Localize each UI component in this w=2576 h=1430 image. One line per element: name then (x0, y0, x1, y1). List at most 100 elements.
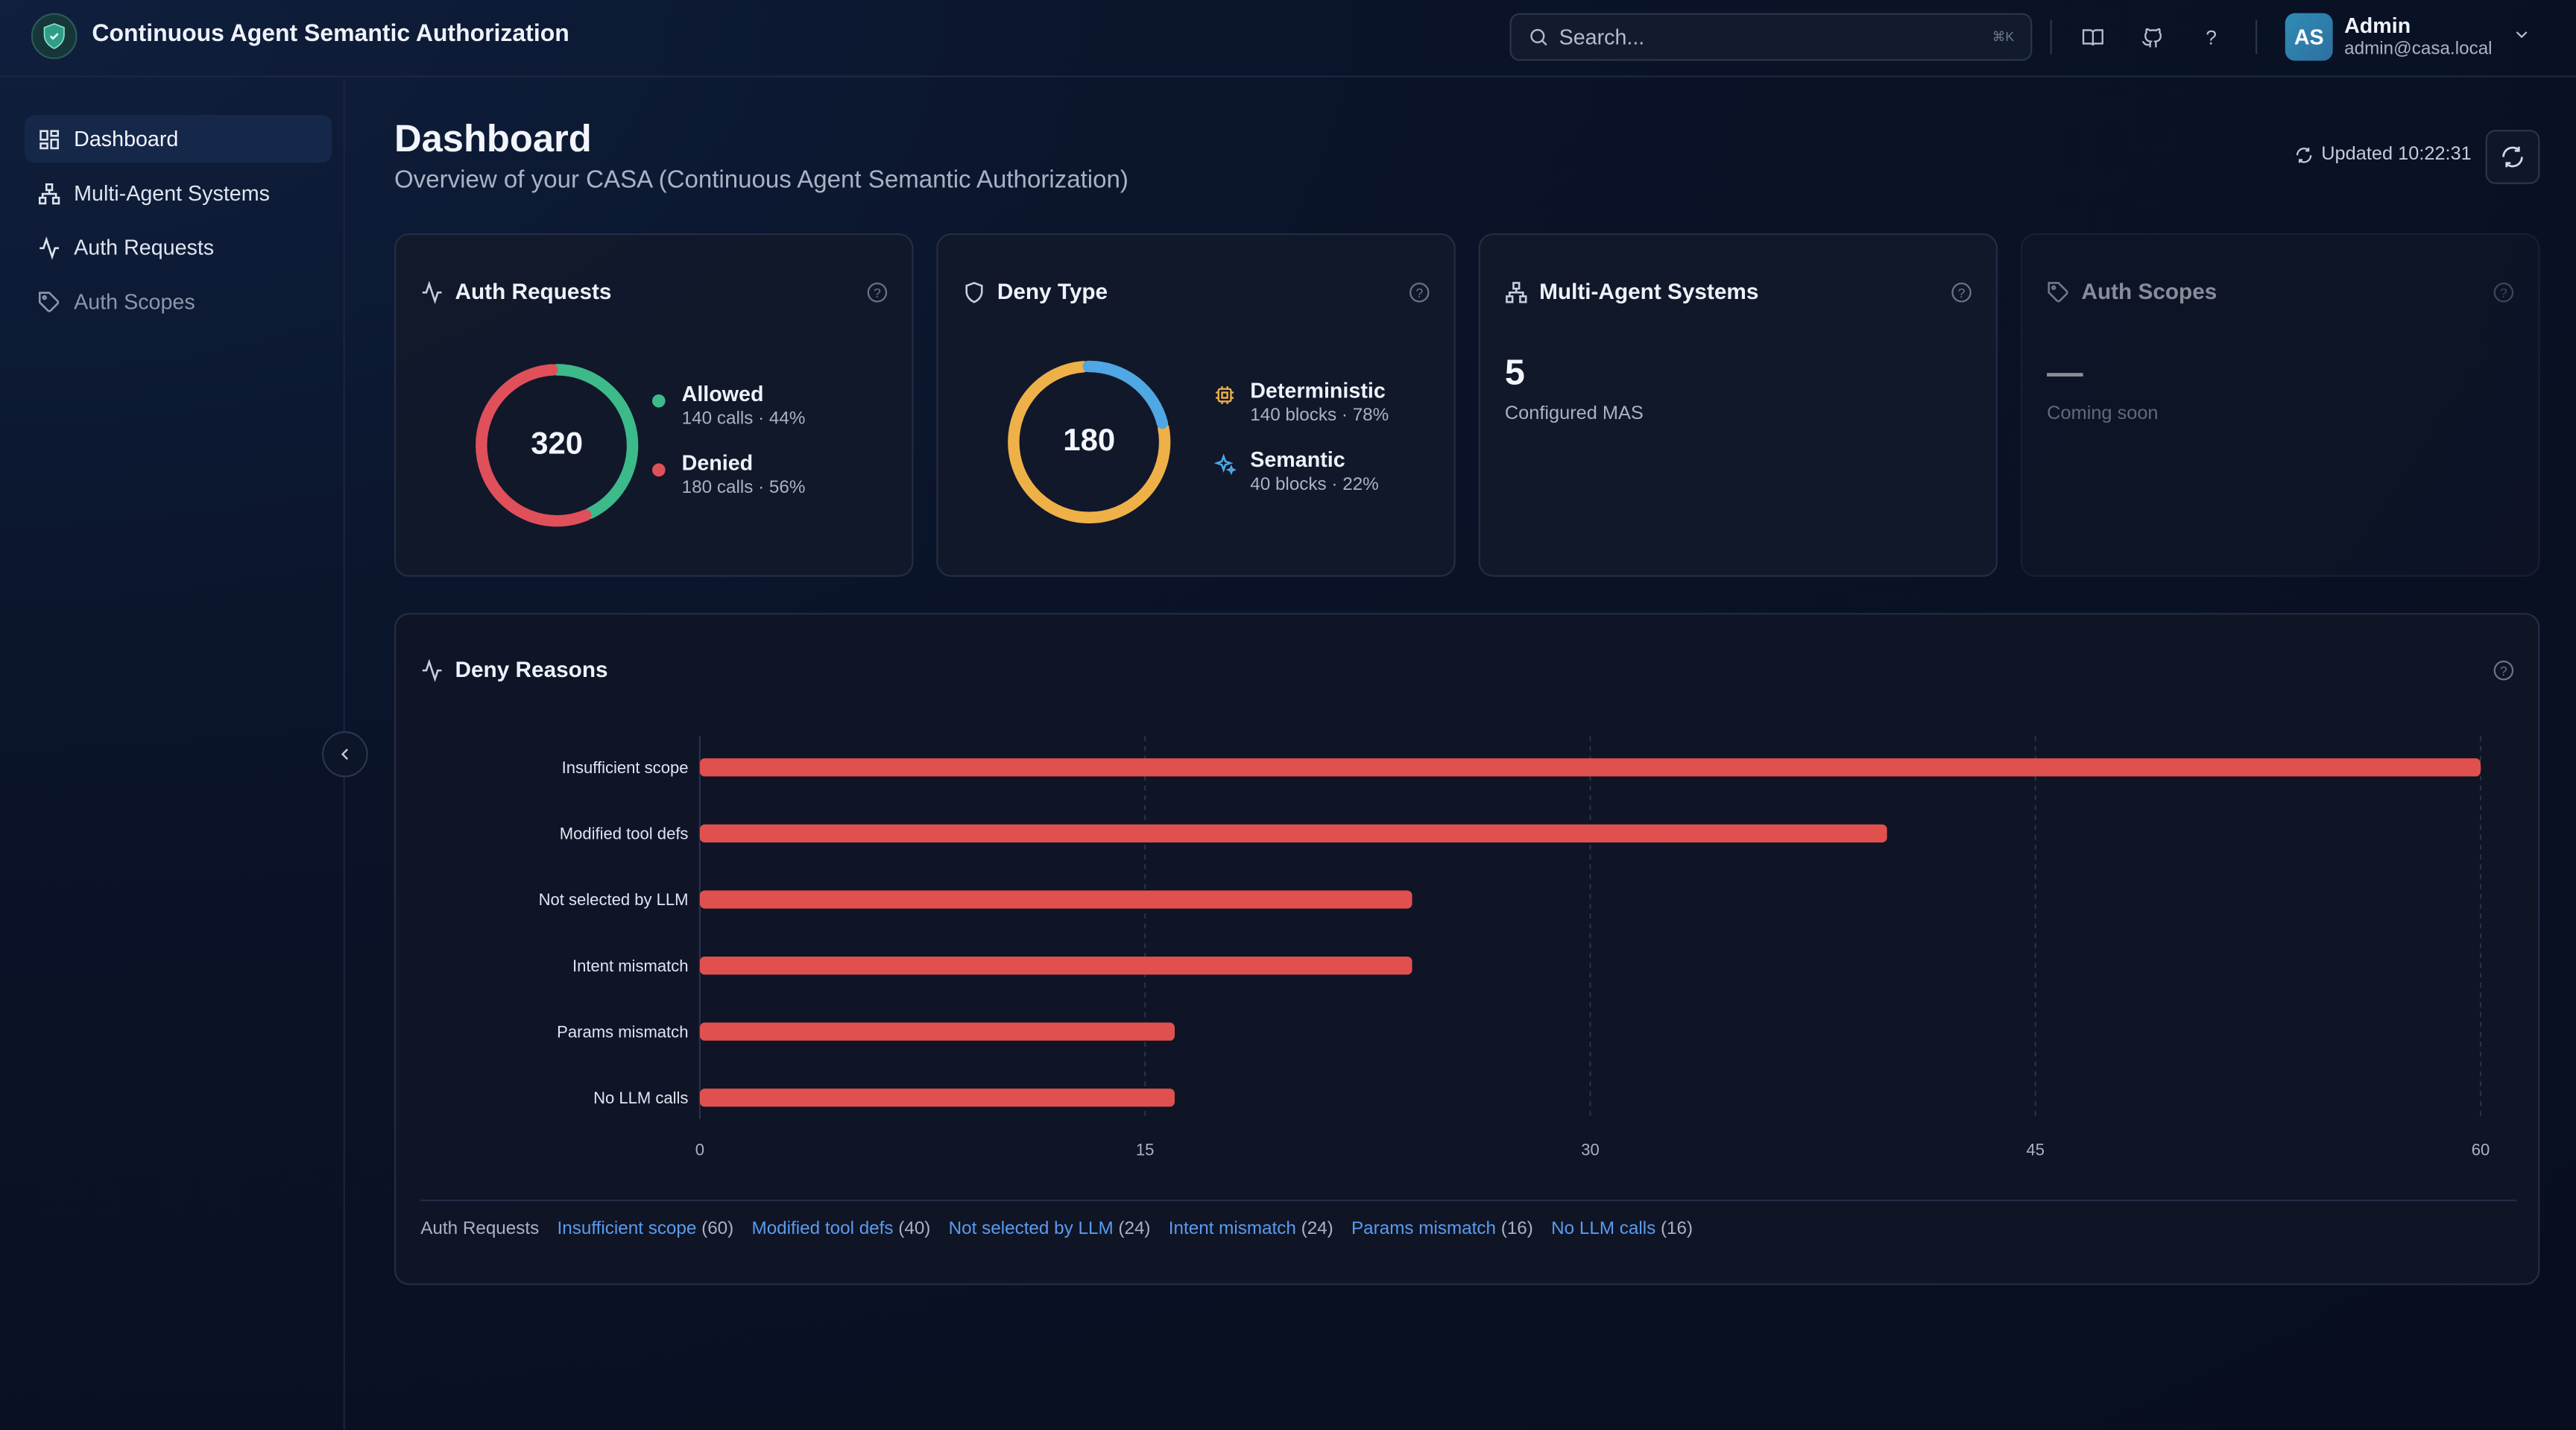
legend-deterministic: Deterministic 140 blocks · 78% (1216, 378, 1389, 426)
allowed-dot (651, 394, 666, 408)
bar[interactable] (699, 824, 1887, 842)
book-icon[interactable] (2075, 19, 2111, 55)
github-icon[interactable] (2134, 19, 2170, 55)
refresh-small-icon (2296, 146, 2312, 163)
x-tick-label: 15 (1136, 1140, 1155, 1159)
deny-type-card: Deny Type ? 180 Deterministic 140 blocks… (936, 233, 1456, 577)
auth-scopes-caption: Coming soon (2047, 404, 2159, 424)
avatar[interactable]: AS (2285, 13, 2333, 61)
y-category-label: Params mismatch (557, 1022, 688, 1041)
collapse-sidebar-button[interactable] (321, 731, 368, 778)
activity-icon (422, 280, 442, 303)
sidebar-item-dashboard[interactable]: Dashboard (25, 115, 332, 163)
updated-text: Updated 10:22:31 (2321, 144, 2472, 165)
x-tick-label: 60 (2472, 1140, 2490, 1159)
sidebar-item-auth-scopes[interactable]: Auth Scopes (25, 277, 332, 325)
chevron-left-icon (341, 749, 349, 760)
sidebar-item-label: Auth Requests (74, 235, 215, 260)
help-circle-icon[interactable]: ? (2493, 283, 2514, 303)
shield-logo-icon (31, 13, 78, 60)
category-count: (24) (1113, 1219, 1151, 1239)
bar[interactable] (699, 758, 2481, 777)
sparkles-icon (1213, 453, 1237, 476)
auth-scopes-value: — (2047, 351, 2083, 393)
footer-category-link[interactable]: Modified tool defs (40) (752, 1219, 931, 1238)
search-input[interactable] (1559, 25, 1970, 50)
mas-count: 5 (1504, 351, 1525, 393)
network-icon (1506, 281, 1527, 303)
updated-timestamp: Updated 10:22:31 (2295, 145, 2472, 164)
deny-reasons-card: Deny Reasons ? 0 15 30 45 60 Insufficient sco… (394, 613, 2540, 1285)
divider (420, 1199, 2517, 1202)
tag-icon (38, 291, 60, 312)
auth-requests-donut (476, 364, 639, 527)
header-divider (2050, 19, 2052, 54)
footer-category-link[interactable]: Not selected by LLM (24) (949, 1219, 1151, 1238)
chart-footer: Auth Requests Insufficient scope (60) Mod… (420, 1219, 1711, 1238)
y-category-label: Modified tool defs (560, 825, 689, 843)
legend-denied: Denied 180 calls · 56% (651, 450, 805, 498)
footer-label: Auth Requests (420, 1219, 540, 1239)
footer-category-link[interactable]: No LLM calls (16) (1551, 1219, 1693, 1238)
category-link[interactable]: Intent mismatch (1168, 1219, 1296, 1239)
bar[interactable] (699, 956, 1412, 975)
category-count: (16) (1655, 1219, 1693, 1239)
sidebar-item-auth-requests[interactable]: Auth Requests (25, 224, 332, 271)
bar[interactable] (699, 890, 1412, 909)
sidebar-item-multi-agent-systems[interactable]: Multi-Agent Systems (25, 169, 332, 217)
donut-total: 180 (1063, 423, 1116, 459)
chevron-down-icon[interactable] (2512, 25, 2531, 44)
help-circle-icon[interactable]: ? (2493, 661, 2514, 681)
x-tick-label: 30 (1581, 1140, 1600, 1159)
help-circle-icon[interactable]: ? (1409, 283, 1430, 303)
footer-category-link[interactable]: Params mismatch (16) (1351, 1219, 1533, 1238)
x-tick-label: 0 (695, 1140, 704, 1159)
sidebar-item-label: Multi-Agent Systems (74, 180, 270, 206)
donut-segment-denied (476, 364, 639, 527)
network-icon (38, 182, 60, 204)
category-link[interactable]: Not selected by LLM (948, 1219, 1114, 1239)
chip-icon (1216, 386, 1234, 405)
shield-icon (965, 280, 983, 303)
donut-total: 320 (531, 427, 584, 462)
bar[interactable] (699, 1022, 1175, 1041)
help-circle-icon[interactable]: ? (1951, 283, 1972, 303)
page-title: Dashboard (394, 116, 592, 160)
refresh-icon (2502, 146, 2523, 168)
search-box[interactable]: ⌘K (1509, 13, 2033, 61)
activity-icon (40, 236, 59, 259)
card-title: Auth Requests (420, 280, 611, 304)
help-icon[interactable]: ? (2206, 26, 2217, 50)
activity-icon (422, 658, 442, 681)
category-link[interactable]: Insufficient scope (557, 1219, 697, 1239)
category-count: (16) (1496, 1219, 1533, 1239)
card-title: Auth Scopes (2047, 280, 2217, 304)
sidebar-item-label: Dashboard (74, 126, 179, 151)
top-header: Continuous Agent Semantic Authorization … (0, 0, 2576, 78)
category-count: (60) (696, 1219, 734, 1239)
user-email: admin@casa.local (2344, 39, 2493, 60)
dashboard-icon (40, 129, 59, 149)
app-title: Continuous Agent Semantic Authorization (92, 21, 569, 48)
category-count: (40) (893, 1219, 931, 1239)
user-name[interactable]: Admin (2344, 13, 2411, 38)
y-category-label: No LLM calls (593, 1089, 688, 1107)
category-link[interactable]: Params mismatch (1351, 1219, 1497, 1239)
bar[interactable] (699, 1089, 1175, 1107)
category-count: (24) (1295, 1219, 1333, 1239)
sidebar-item-label: Auth Scopes (74, 289, 195, 314)
footer-category-link[interactable]: Intent mismatch (24) (1169, 1219, 1333, 1238)
tag-icon (2048, 281, 2068, 302)
deny-reasons-bar-chart: 0 15 30 45 60 Insufficient scope Modified tool… (539, 736, 2490, 1159)
card-title: Multi-Agent Systems (1505, 280, 1758, 304)
footer-category-link[interactable]: Insufficient scope (60) (558, 1219, 734, 1238)
y-category-label: Intent mismatch (572, 957, 689, 975)
help-circle-icon[interactable]: ? (867, 283, 888, 303)
refresh-button[interactable] (2485, 130, 2540, 184)
x-tick-label: 45 (2026, 1140, 2045, 1159)
mas-card: Multi-Agent Systems ? 5 Configured MAS (1478, 233, 1998, 577)
category-link[interactable]: No LLM calls (1551, 1219, 1656, 1239)
denied-dot (651, 463, 666, 477)
category-link[interactable]: Modified tool defs (751, 1219, 894, 1239)
legend-allowed: Allowed 140 calls · 44% (651, 381, 805, 429)
